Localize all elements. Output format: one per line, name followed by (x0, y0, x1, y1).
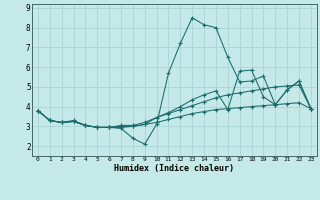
X-axis label: Humidex (Indice chaleur): Humidex (Indice chaleur) (115, 164, 234, 173)
